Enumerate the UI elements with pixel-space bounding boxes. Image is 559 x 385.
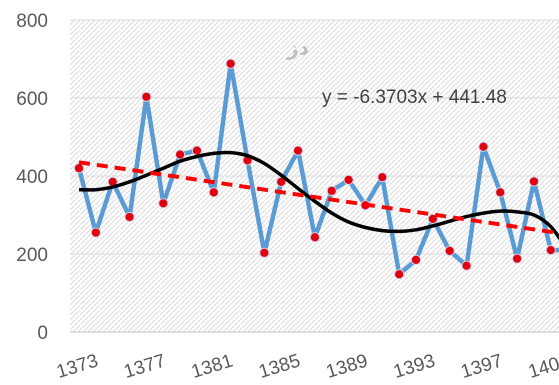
observed-data-point <box>191 145 203 156</box>
x-tick-label: 1397 <box>459 351 506 383</box>
observed-data-point <box>292 145 304 156</box>
polynomial-trendline <box>78 150 559 241</box>
x-tick-label: 1393 <box>391 351 438 383</box>
observed-data-point <box>394 269 405 280</box>
y-tick-label: 600 <box>16 89 48 110</box>
observed-series-line <box>76 61 559 277</box>
chart-title: دز <box>286 36 309 60</box>
observed-data-point <box>225 58 236 69</box>
observed-data-point <box>124 211 135 223</box>
observed-data-point <box>461 260 472 271</box>
observed-data-point <box>90 227 101 238</box>
observed-data-point <box>141 91 152 102</box>
observed-data-point <box>528 176 540 187</box>
x-tick-label: 1373 <box>54 351 101 383</box>
y-tick-label: 400 <box>16 167 48 188</box>
observed-data-point <box>326 185 337 196</box>
y-tick-label: 200 <box>16 245 48 266</box>
observed-data-point <box>259 247 270 258</box>
x-tick-label: 1401 <box>526 351 559 383</box>
observed-data-point <box>343 174 354 185</box>
trendline-equation: y = -6.3703x + 441.48 <box>322 87 507 108</box>
observed-data-point <box>377 172 388 183</box>
observed-data-point <box>545 245 556 256</box>
observed-data-point <box>495 187 506 198</box>
y-tick-label: 800 <box>16 11 48 32</box>
y-axis-tick-labels: 0 200 400 600 800 <box>16 11 48 344</box>
observed-data-point <box>73 163 85 174</box>
observed-data-point <box>175 149 186 160</box>
observed-data-point <box>444 245 455 256</box>
x-tick-label: 1377 <box>122 351 169 383</box>
observed-data-point <box>512 253 523 264</box>
observed-data-point <box>478 141 489 152</box>
observed-data-point <box>410 254 422 265</box>
x-tick-label: 1385 <box>256 351 303 383</box>
x-tick-label: 1389 <box>324 351 371 383</box>
x-tick-label: 1381 <box>189 351 236 383</box>
y-tick-label: 0 <box>37 323 48 344</box>
x-axis-tick-labels: 1373 1377 1381 1385 1389 1393 1397 1401 <box>54 351 559 383</box>
observed-data-point <box>158 198 169 209</box>
observed-data-point <box>309 232 320 243</box>
observed-data-point <box>208 187 219 198</box>
